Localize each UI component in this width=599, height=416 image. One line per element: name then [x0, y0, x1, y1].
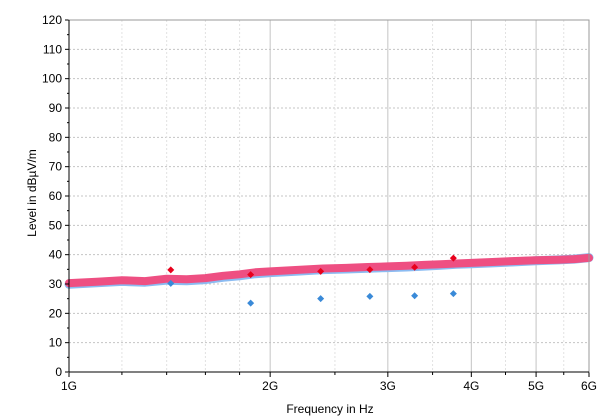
peak-marker: [247, 271, 255, 279]
x-tick-label: 3G: [380, 379, 396, 393]
x-tick-label: 5G: [528, 379, 544, 393]
y-tick-label: 20: [49, 306, 63, 320]
x-tick-label: 6G: [581, 379, 597, 393]
x-tick-label: 2G: [262, 379, 278, 393]
peak-marker: [167, 266, 175, 274]
data-series: [64, 253, 594, 307]
x-tick-label: 1G: [61, 379, 77, 393]
y-tick-label: 50: [49, 218, 63, 232]
y-axis-label: Level in dBµV/m: [25, 149, 39, 237]
y-tick-label: 100: [42, 72, 62, 86]
x-axis-label: Frequency in Hz: [286, 402, 373, 416]
peak-marker: [411, 263, 419, 271]
peak-marker: [317, 267, 325, 275]
y-tick-label: 40: [49, 248, 63, 262]
peak-marker: [449, 254, 457, 262]
axes: 0 10 20 30 40 50 60 70 80 90 100 110 120 1G 2G 3G 4G 5G 6G: [42, 13, 597, 393]
average-marker: [411, 292, 419, 300]
y-tick-label: 30: [49, 277, 63, 291]
peak-trace-line: [65, 253, 593, 288]
average-marker: [247, 299, 255, 307]
average-marker: [317, 295, 325, 303]
average-marker: [366, 292, 374, 300]
y-tick-label: 60: [49, 189, 63, 203]
grid-lines: [69, 19, 589, 372]
average-marker: [167, 279, 175, 287]
y-tick-label: 120: [42, 13, 62, 27]
peak-marker: [366, 266, 374, 274]
y-tick-label: 110: [43, 42, 62, 56]
y-tick-label: 90: [49, 101, 63, 115]
x-tick-label: 4G: [463, 379, 479, 393]
y-tick-label: 0: [55, 365, 62, 379]
y-tick-label: 70: [49, 160, 63, 174]
y-tick-label: 80: [49, 130, 63, 144]
average-marker: [449, 290, 457, 298]
y-tick-label: 10: [49, 336, 63, 350]
